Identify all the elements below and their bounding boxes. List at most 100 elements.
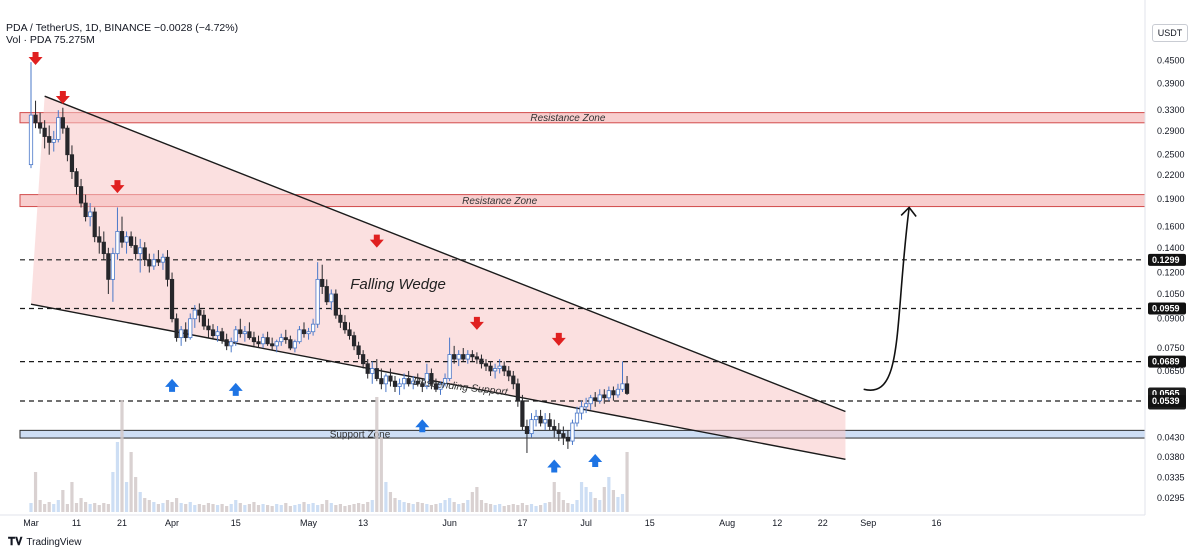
candle-body (119, 231, 125, 243)
candle-body (92, 211, 97, 238)
candle-body (351, 335, 357, 347)
volume-bar (539, 505, 543, 512)
volume-bar (193, 505, 197, 512)
candle-body (247, 331, 252, 339)
up-arrow-icon (547, 459, 562, 473)
volume-bar (570, 504, 575, 512)
candle-body (106, 253, 111, 280)
candle-body (379, 378, 384, 385)
volume-bar (134, 477, 138, 512)
candle-body (452, 354, 457, 360)
candle-body (51, 139, 56, 143)
candle-body (547, 419, 552, 427)
time-tick-label: Aug (719, 518, 735, 528)
candle-body (147, 259, 152, 267)
volume-layer (29, 397, 629, 512)
candle-body (597, 394, 602, 402)
volume-bar (461, 503, 465, 512)
candle-body (215, 331, 220, 337)
volume-bar (516, 505, 520, 512)
candle-body (260, 337, 266, 345)
support-zone-label: Support Zone (330, 430, 391, 441)
candle-body (101, 241, 106, 255)
volume-bar (161, 503, 165, 512)
candle-body (256, 341, 261, 345)
price-tick-label: 0.0430 (1157, 432, 1185, 442)
candle-body (388, 375, 393, 382)
volume-bar (388, 492, 393, 512)
volume-bar (188, 502, 192, 512)
volume-bar (220, 504, 224, 512)
volume-bar (129, 452, 133, 512)
volume-bar (584, 487, 588, 512)
volume-line: Vol · PDA (6, 34, 51, 46)
volume-bar (61, 490, 65, 512)
candle-body (611, 390, 616, 396)
currency-button[interactable]: USDT (1152, 24, 1188, 42)
volume-bar (329, 503, 333, 512)
candle-body (210, 329, 216, 337)
down-arrow-icon (551, 332, 566, 346)
price-label-text: 0.0959 (1152, 304, 1180, 314)
candle-body (156, 259, 161, 263)
candle-body (310, 323, 316, 333)
candle-body (169, 278, 175, 320)
candle-body (233, 329, 238, 343)
candle-body (47, 136, 52, 143)
volume-bar (179, 503, 183, 512)
price-tick-label: 0.0295 (1157, 493, 1185, 503)
volume-bar (47, 502, 51, 512)
volume-bar (511, 504, 515, 512)
candle-body (83, 202, 88, 218)
candle-body (424, 373, 429, 387)
volume-bar (452, 502, 456, 512)
candle-body (292, 341, 298, 349)
candle-body (374, 368, 379, 379)
volume-bar (575, 500, 579, 512)
volume-bar (393, 498, 397, 512)
candle-body (406, 378, 411, 385)
volume-bar (352, 504, 356, 512)
volume-bar (256, 505, 261, 512)
zones-layer: Resistance Zone Resistance Zone Support Zo… (19, 112, 1146, 441)
candle-body (401, 378, 407, 385)
down-arrow-icon (28, 51, 43, 65)
down-arrow-icon (369, 234, 384, 248)
volume-bar (124, 482, 129, 512)
candle-body (60, 117, 65, 129)
candle-body (415, 380, 420, 385)
volume-bar (470, 492, 474, 512)
volume-bar (293, 505, 297, 512)
volume-bar (56, 500, 60, 512)
candle-body (33, 114, 38, 124)
volume-bar (43, 504, 47, 512)
up-arrow-icon (165, 378, 180, 392)
volume-bar (97, 505, 101, 512)
candle-body (142, 247, 147, 261)
price-tick-label: 0.0750 (1157, 343, 1185, 353)
candle-body (265, 337, 270, 345)
candle-body (306, 331, 311, 335)
candle-body (461, 354, 466, 360)
price-tick-label: 0.3900 (1157, 78, 1185, 88)
candle-body (606, 390, 611, 399)
volume-bar (625, 452, 629, 512)
volume-bar (138, 492, 142, 512)
candle-body (579, 406, 584, 414)
price-label-badge (1148, 253, 1186, 266)
candle-body (201, 314, 206, 327)
candle-body (229, 341, 234, 347)
volume-bar (316, 505, 320, 512)
candle-body (206, 325, 211, 331)
volume-bar (557, 492, 561, 512)
volume-bar (211, 504, 215, 512)
down-arrow-icon (469, 316, 484, 330)
volume-bar (106, 504, 110, 512)
tradingview-logo[interactable]: 𝐓𝐕 TradingView (8, 536, 81, 549)
candle-body (78, 186, 84, 204)
volume-bar (147, 500, 151, 512)
price-tick-label: 0.0380 (1157, 452, 1185, 462)
volume-bar (70, 482, 74, 512)
candle-body (274, 341, 279, 347)
